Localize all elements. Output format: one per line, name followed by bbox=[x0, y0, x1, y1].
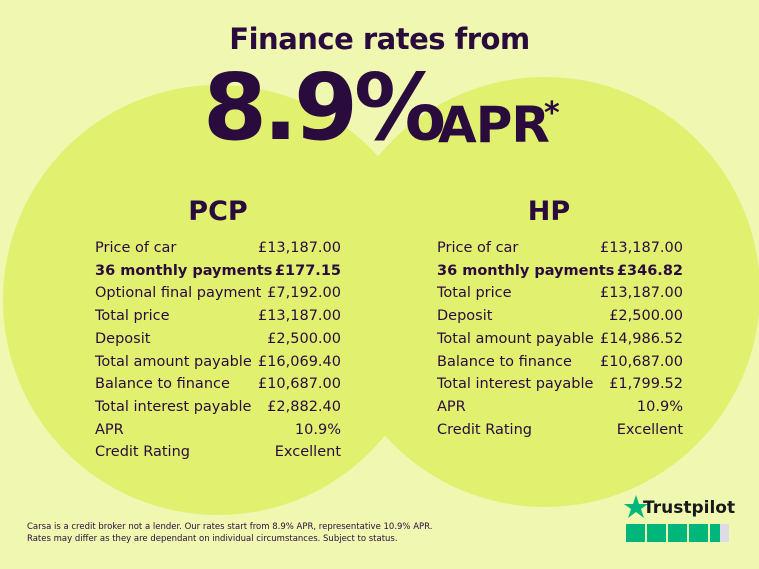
row-label: Total interest payable bbox=[437, 376, 594, 393]
row-value: £2,882.40 bbox=[267, 398, 341, 415]
disclaimer: Rates may differ as they are dependant o… bbox=[27, 534, 398, 544]
row-value: £177.15 bbox=[274, 262, 341, 279]
row-label: 36 monthly payments bbox=[95, 262, 273, 279]
row-label: Total amount payable bbox=[437, 330, 594, 347]
row-value: £13,187.00 bbox=[257, 240, 341, 256]
row-value: 10.9% bbox=[294, 421, 341, 438]
table-title: PCP bbox=[188, 196, 248, 227]
row-label: APR bbox=[95, 421, 124, 438]
row-value: £7,192.00 bbox=[267, 285, 341, 302]
row-label: Price of car bbox=[95, 240, 177, 256]
row-value: £13,187.00 bbox=[257, 308, 341, 325]
rate-suffix: APR bbox=[438, 96, 550, 154]
row-label: Price of car bbox=[437, 240, 519, 256]
rate: 8.9% bbox=[203, 54, 446, 161]
row-label: 36 monthly payments bbox=[437, 262, 615, 279]
row-value: £13,187.00 bbox=[599, 285, 683, 302]
row-label: Credit Rating bbox=[95, 444, 190, 461]
row-value: £1,799.52 bbox=[609, 376, 683, 393]
row-label: Total price bbox=[95, 308, 170, 325]
row-value: £10,687.00 bbox=[257, 376, 341, 393]
row-value: Excellent bbox=[274, 444, 341, 461]
row-value: £10,687.00 bbox=[599, 353, 683, 370]
asterisk: * bbox=[544, 96, 560, 131]
row-label: Total amount payable bbox=[95, 353, 252, 370]
row-label: Credit Rating bbox=[437, 421, 532, 438]
row-label: Total interest payable bbox=[95, 398, 252, 415]
row-label: Balance to finance bbox=[437, 353, 572, 370]
row-value: Excellent bbox=[616, 421, 683, 438]
table-title: HP bbox=[527, 196, 571, 227]
row-value: 10.9% bbox=[636, 398, 683, 415]
disclaimer: Carsa is a credit broker not a lender. O… bbox=[27, 522, 433, 532]
row-value: £13,187.00 bbox=[599, 240, 683, 256]
row-value: £2,500.00 bbox=[267, 330, 341, 347]
row-value: £14,986.52 bbox=[599, 330, 683, 347]
row-label: Optional final payment bbox=[95, 285, 262, 302]
row-label: Deposit bbox=[437, 308, 493, 325]
row-value: £16,069.40 bbox=[257, 353, 341, 370]
row-value: £2,500.00 bbox=[609, 308, 683, 325]
title: Finance rates from bbox=[229, 22, 530, 56]
row-label: Balance to finance bbox=[95, 376, 230, 393]
row-label: APR bbox=[437, 398, 466, 415]
brand: Trustpilot bbox=[643, 498, 736, 518]
row-value: £346.82 bbox=[616, 262, 683, 279]
row-label: Total price bbox=[437, 285, 512, 302]
row-label: Deposit bbox=[95, 330, 151, 347]
